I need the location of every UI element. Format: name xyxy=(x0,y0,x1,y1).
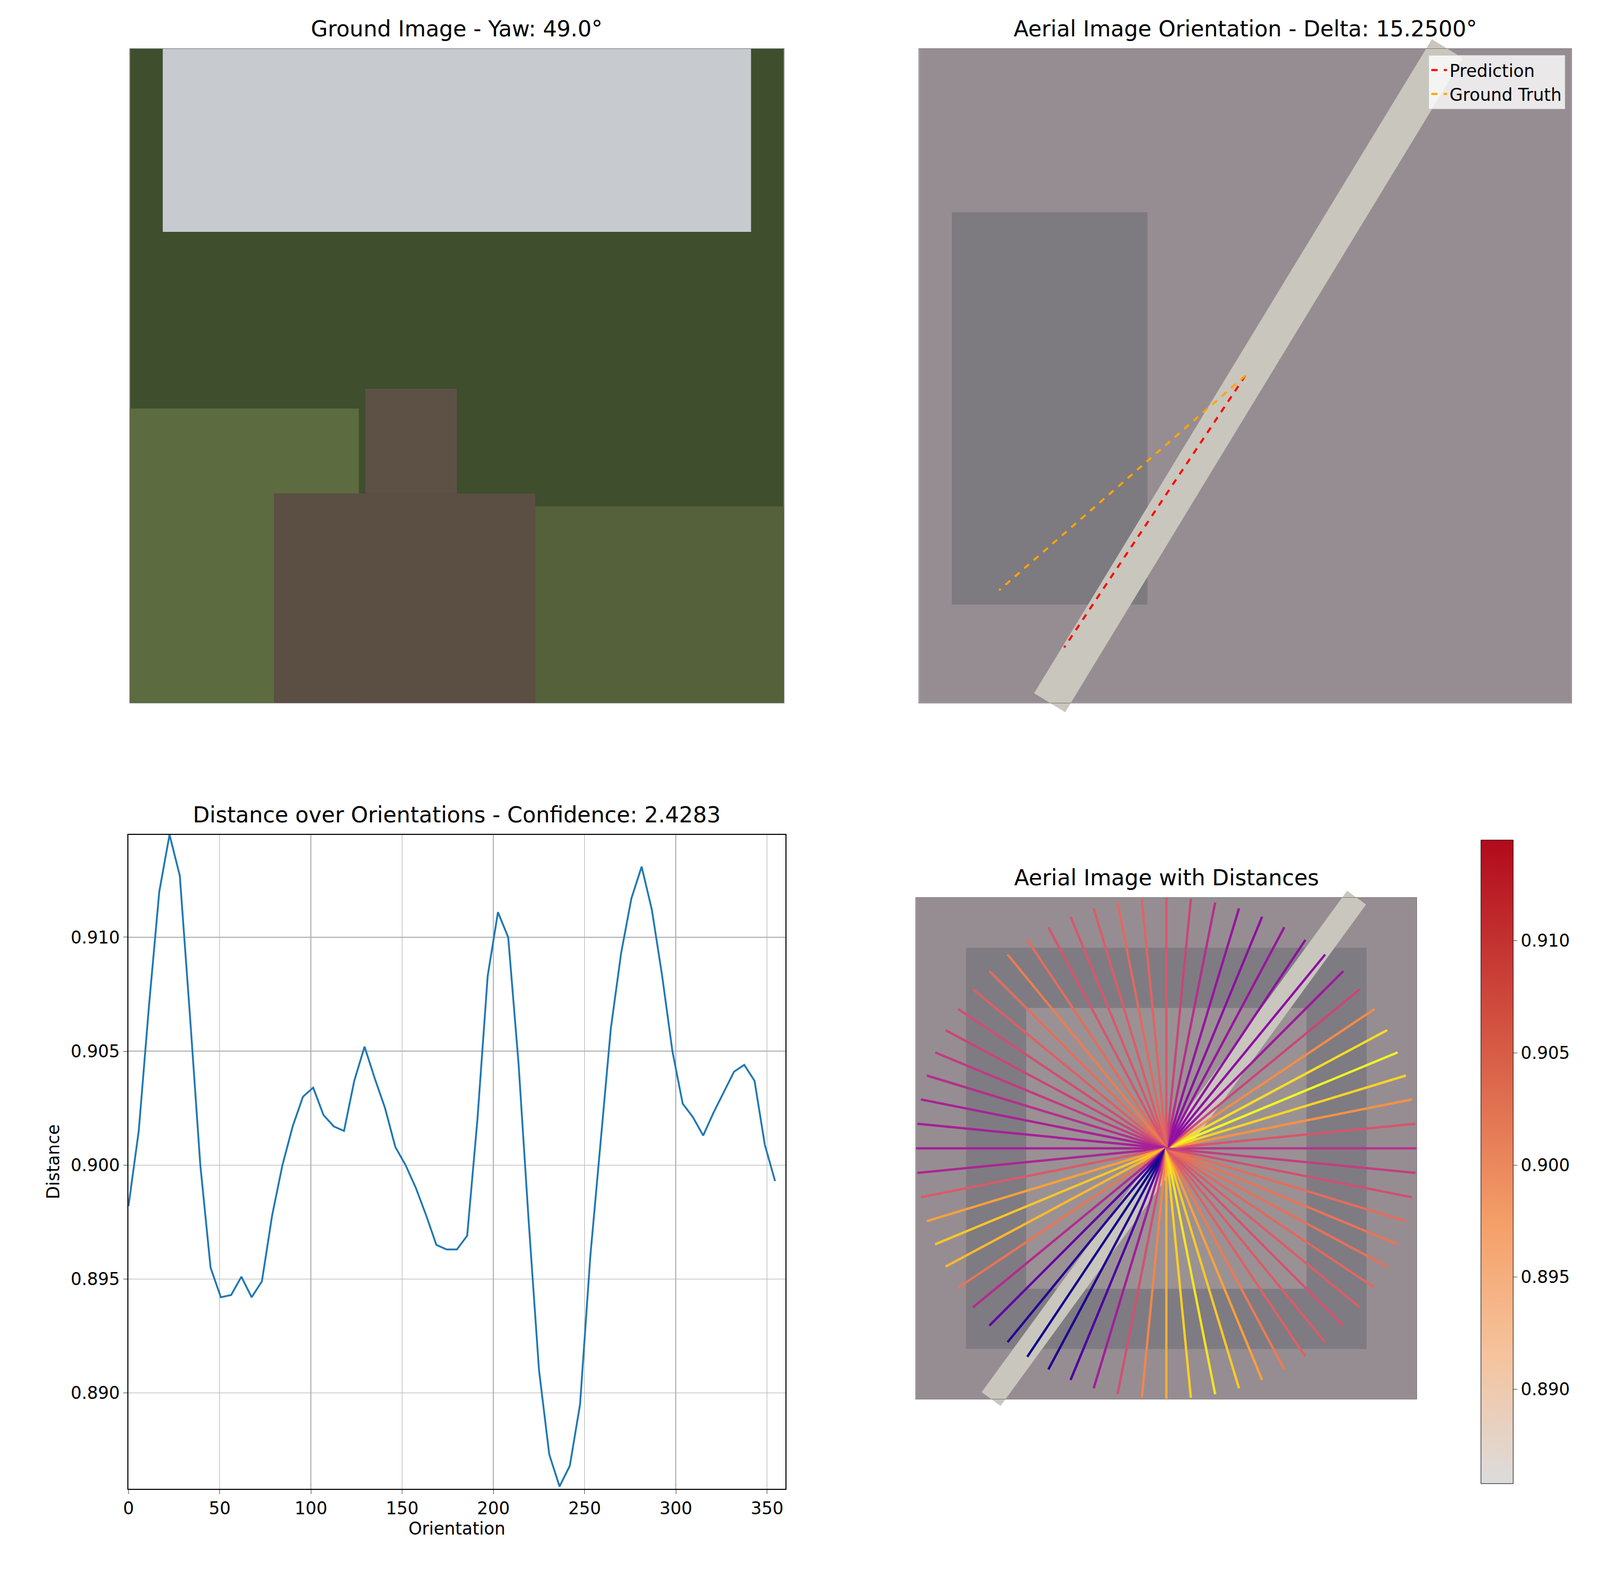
svg-text:250: 250 xyxy=(568,1498,601,1519)
svg-text:Ground Truth: Ground Truth xyxy=(1449,84,1563,106)
svg-text:Aerial Image with Distances: Aerial Image with Distances xyxy=(1014,864,1319,891)
svg-text:0.905: 0.905 xyxy=(1520,1042,1570,1064)
svg-text:0.900: 0.900 xyxy=(1520,1155,1570,1176)
svg-text:0.895: 0.895 xyxy=(1520,1266,1570,1288)
svg-text:100: 100 xyxy=(294,1498,328,1519)
svg-text:Prediction: Prediction xyxy=(1449,60,1536,82)
svg-text:Orientation: Orientation xyxy=(408,1518,506,1539)
svg-text:300: 300 xyxy=(659,1498,693,1519)
svg-text:0.890: 0.890 xyxy=(1520,1379,1570,1400)
svg-text:200: 200 xyxy=(477,1498,510,1519)
svg-text:Ground Image - Yaw: 49.0°: Ground Image - Yaw: 49.0° xyxy=(310,16,603,42)
svg-text:0.900: 0.900 xyxy=(70,1155,120,1176)
svg-text:0.895: 0.895 xyxy=(70,1268,120,1290)
svg-text:Aerial Image Orientation - Del: Aerial Image Orientation - Delta: 15.250… xyxy=(1013,16,1478,42)
svg-text:0.890: 0.890 xyxy=(70,1382,120,1403)
svg-text:0.910: 0.910 xyxy=(1520,930,1570,951)
svg-text:Distance over Orientations - C: Distance over Orientations - Confidence:… xyxy=(192,802,721,828)
svg-text:0.910: 0.910 xyxy=(70,927,120,948)
svg-text:150: 150 xyxy=(385,1498,419,1519)
svg-text:Distance: Distance xyxy=(43,1124,64,1200)
svg-text:0: 0 xyxy=(123,1498,135,1519)
svg-text:0.905: 0.905 xyxy=(70,1041,120,1062)
svg-text:50: 50 xyxy=(208,1498,231,1519)
svg-text:350: 350 xyxy=(750,1498,784,1519)
